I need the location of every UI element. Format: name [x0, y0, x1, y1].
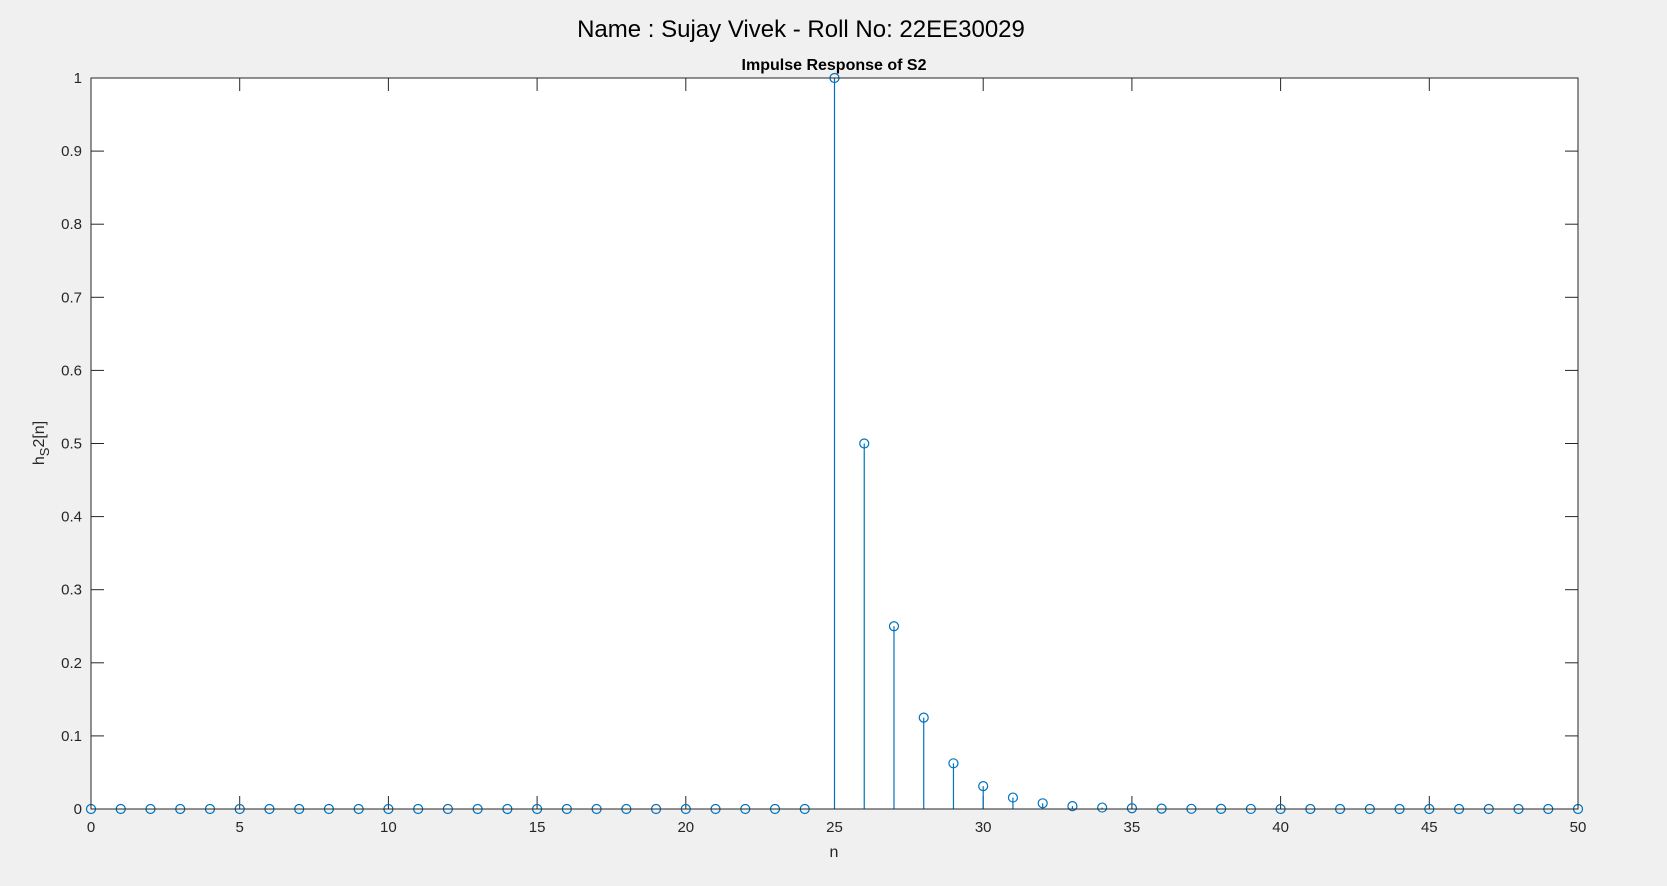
chart-title: Impulse Response of S2 [742, 57, 927, 74]
y-tick-label: 0.5 [61, 436, 82, 453]
y-axis-label: hS2[n] [31, 421, 52, 465]
stem-marker [978, 781, 989, 792]
y-tick-label: 0.8 [61, 216, 82, 233]
x-tick-label: 40 [1272, 819, 1289, 836]
x-tick-label: 30 [975, 819, 992, 836]
x-tick-label: 25 [826, 819, 843, 836]
x-tick-label: 50 [1570, 819, 1587, 836]
y-axis-label-base: h [31, 456, 48, 465]
x-tick-label: 15 [529, 819, 546, 836]
y-tick-label: 0.4 [61, 509, 82, 526]
y-axis-label-subscript: S [37, 447, 52, 456]
y-tick-label: 0.1 [61, 728, 82, 745]
y-tick-labels: 0 0.1 0.2 0.3 0.4 0.5 0.6 0.7 0.8 0.9 1 [61, 70, 82, 818]
plot-box [90, 77, 1579, 810]
stem-marker [1067, 801, 1078, 812]
x-tick-labels: 0 5 10 15 20 25 30 35 40 45 50 [87, 819, 1587, 836]
y-tick-label: 1 [74, 70, 82, 87]
x-tick-label: 45 [1421, 819, 1438, 836]
stem-marker [859, 438, 870, 449]
y-tick-label: 0.3 [61, 582, 82, 599]
x-tick-label: 5 [236, 819, 244, 836]
x-tick-label: 20 [677, 819, 694, 836]
y-tick-label: 0.9 [61, 143, 82, 160]
figure-super-title: Name : Sujay Vivek - Roll No: 22EE30029 [577, 16, 1025, 43]
stem-marker [918, 712, 929, 723]
y-tick-label: 0 [74, 801, 82, 818]
stem-marker [888, 621, 900, 632]
x-tick-label: 10 [380, 819, 397, 836]
y-tick-label: 0.7 [61, 289, 82, 306]
stem-marker [1097, 802, 1108, 813]
x-axis-label: n [830, 844, 839, 861]
stem-marker [1126, 803, 1138, 814]
y-axis-label-rest: 2[n] [31, 421, 48, 448]
stem-marker [948, 758, 959, 769]
stem-marker [1007, 792, 1019, 803]
y-tick-label: 0.2 [61, 655, 82, 672]
x-tick-label: 35 [1124, 819, 1141, 836]
stem-marker [1037, 798, 1048, 809]
axis-ticks [90, 77, 1579, 810]
x-tick-label: 0 [87, 819, 95, 836]
y-tick-label: 0.6 [61, 362, 82, 379]
